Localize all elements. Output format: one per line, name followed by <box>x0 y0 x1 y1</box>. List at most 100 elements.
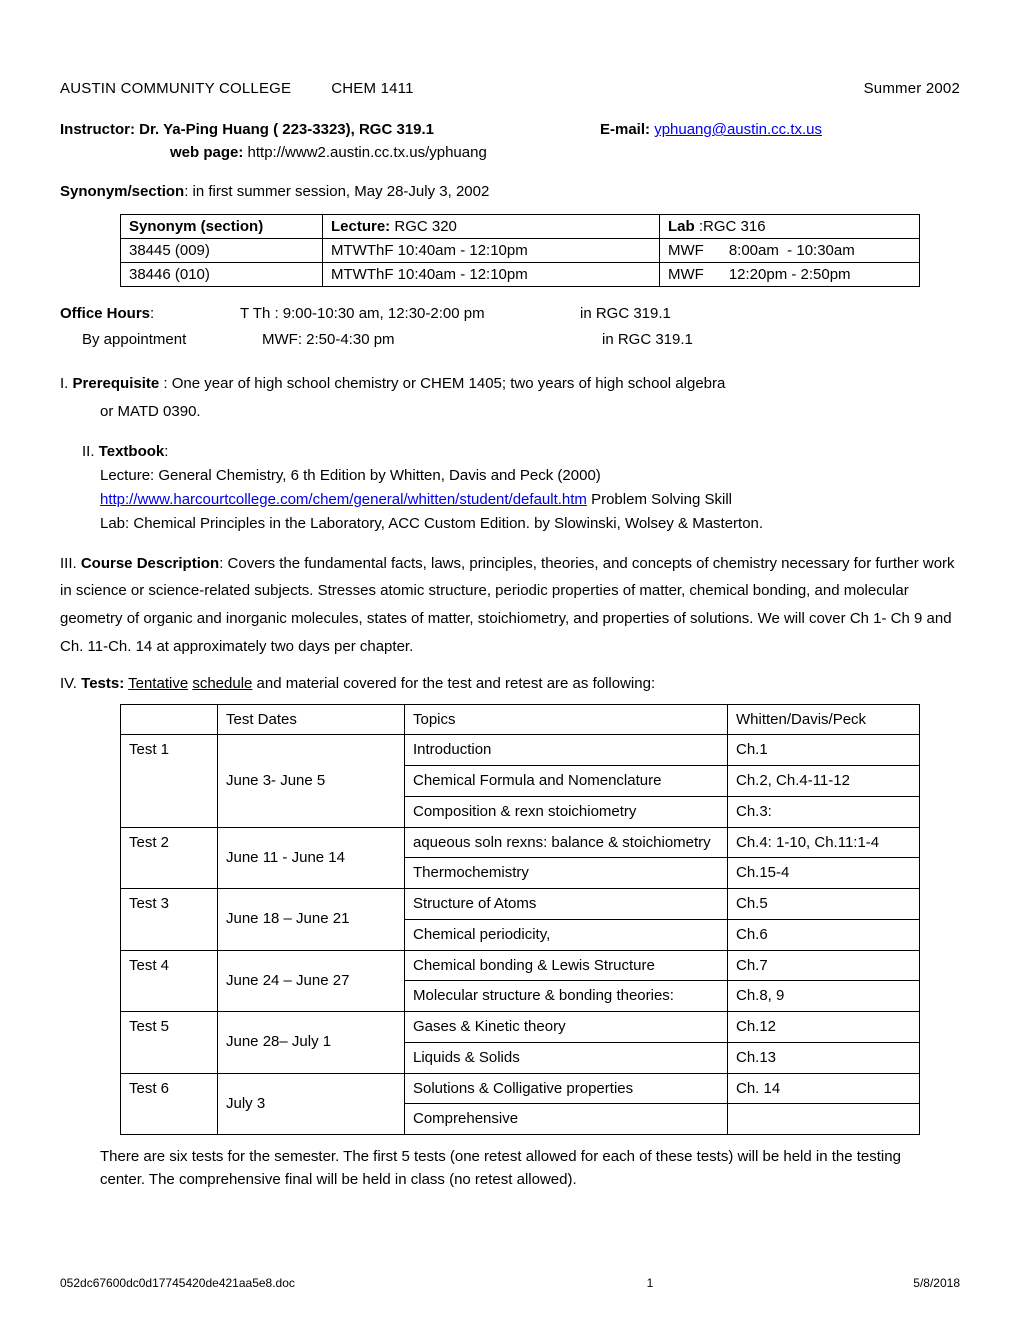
footer-filename: 052dc67600dc0d17745420de421aa5e8.doc <box>60 1276 647 1290</box>
test-topic-cell: Chemical periodicity, <box>405 919 728 950</box>
test-date-cell: June 18 – June 21 <box>218 889 405 951</box>
test-chapter-cell: Ch.2, Ch.4-11-12 <box>728 766 920 797</box>
tests-hdr-d: Whitten/Davis/Peck <box>728 704 920 735</box>
test-name-cell: Test 6 <box>121 1073 218 1135</box>
test-name-cell: Test 4 <box>121 950 218 1012</box>
course-description-section: III. Course Description: Covers the fund… <box>60 550 960 661</box>
sched-cell: MTWThF 10:40am - 12:10pm <box>323 239 660 263</box>
schedule-table: Synonym (section) Lecture: RGC 320 Lab :… <box>120 214 920 287</box>
prereq-text2: or MATD 0390. <box>60 398 960 426</box>
prereq-num: I. <box>60 375 73 392</box>
test-chapter-cell <box>728 1104 920 1135</box>
test-chapter-cell: Ch.13 <box>728 1042 920 1073</box>
test-topic-cell: Comprehensive <box>405 1104 728 1135</box>
sched-hdr-b-label: Lecture: <box>331 218 390 235</box>
synonym-label: Synonym/section <box>60 183 184 200</box>
college-name: AUSTIN COMMUNITY COLLEGE <box>60 80 331 97</box>
office-hours: Office Hours: T Th : 9:00-10:30 am, 12:3… <box>60 301 960 352</box>
tests-u1: Tentative <box>128 675 188 692</box>
coursedesc-num: III. <box>60 555 81 572</box>
instructor-line: Instructor: Dr. Ya-Ping Huang ( 223-3323… <box>60 121 960 138</box>
office-row1-b: T Th : 9:00-10:30 am, 12:30-2:00 pm <box>240 301 580 327</box>
test-chapter-cell: Ch.8, 9 <box>728 981 920 1012</box>
sched-cell: MTWThF 10:40am - 12:10pm <box>323 263 660 287</box>
test-chapter-cell: Ch. 14 <box>728 1073 920 1104</box>
tests-row: Test 5June 28– July 1Gases & Kinetic the… <box>121 1012 920 1043</box>
test-chapter-cell: Ch.1 <box>728 735 920 766</box>
tests-hdr-b: Test Dates <box>218 704 405 735</box>
tests-intro: IV. Tests: Tentative schedule and materi… <box>60 675 960 692</box>
test-topic-cell: Solutions & Colligative properties <box>405 1073 728 1104</box>
test-topic-cell: Chemical bonding & Lewis Structure <box>405 950 728 981</box>
schedule-header-row: Synonym (section) Lecture: RGC 320 Lab :… <box>121 215 920 239</box>
tests-row: Test 6July 3Solutions & Colligative prop… <box>121 1073 920 1104</box>
page: AUSTIN COMMUNITY COLLEGE CHEM 1411 Summe… <box>0 0 1020 1320</box>
tests-row: Test 4June 24 – June 27Chemical bonding … <box>121 950 920 981</box>
test-date-cell: June 28– July 1 <box>218 1012 405 1074</box>
office-label: Office Hours <box>60 305 150 322</box>
instructor-name: Dr. Ya-Ping Huang ( 223-3323), RGC 319.1 <box>139 121 434 138</box>
web-line: web page: http://www2.austin.cc.tx.us/yp… <box>170 144 960 161</box>
coursedesc-label: Course Description <box>81 555 219 572</box>
web-url: http://www2.austin.cc.tx.us/yphuang <box>248 144 487 161</box>
textbook-lab: Lab: Chemical Principles in the Laborato… <box>60 512 960 536</box>
test-topic-cell: Gases & Kinetic theory <box>405 1012 728 1043</box>
tests-header-row: Test Dates Topics Whitten/Davis/Peck <box>121 704 920 735</box>
footer-date: 5/8/2018 <box>913 1276 960 1290</box>
test-chapter-cell: Ch.6 <box>728 919 920 950</box>
footer-page: 1 <box>647 1276 914 1290</box>
test-date-cell: June 11 - June 14 <box>218 827 405 889</box>
header-line: AUSTIN COMMUNITY COLLEGE CHEM 1411 Summe… <box>60 80 960 97</box>
tests-paragraph: There are six tests for the semester. Th… <box>100 1145 950 1192</box>
tests-num: IV. <box>60 675 81 692</box>
schedule-row: 38446 (010) MTWThF 10:40am - 12:10pm MWF… <box>121 263 920 287</box>
prerequisite-section: I. Prerequisite : One year of high schoo… <box>60 370 960 426</box>
tests-row: Test 3June 18 – June 21Structure of Atom… <box>121 889 920 920</box>
web-label: web page: <box>170 144 248 161</box>
test-date-cell: June 24 – June 27 <box>218 950 405 1012</box>
test-chapter-cell: Ch.4: 1-10, Ch.11:1-4 <box>728 827 920 858</box>
test-chapter-cell: Ch.12 <box>728 1012 920 1043</box>
sched-cell: 38446 (010) <box>121 263 323 287</box>
test-topic-cell: Chemical Formula and Nomenclature <box>405 766 728 797</box>
textbook-colon: : <box>164 443 168 460</box>
tests-label: Tests: <box>81 675 124 692</box>
test-date-cell: June 3- June 5 <box>218 735 405 827</box>
sched-hdr-c-val: :RGC 316 <box>699 218 766 235</box>
test-chapter-cell: Ch.7 <box>728 950 920 981</box>
synonym-text: : in first summer session, May 28-July 3… <box>184 183 489 200</box>
office-row2-b: MWF: 2:50-4:30 pm <box>262 327 602 353</box>
term: Summer 2002 <box>864 80 960 97</box>
tests-table: Test Dates Topics Whitten/Davis/Peck Tes… <box>120 704 920 1136</box>
test-topic-cell: Molecular structure & bonding theories: <box>405 981 728 1012</box>
test-chapter-cell: Ch.15-4 <box>728 858 920 889</box>
tests-rest: and material covered for the test and re… <box>252 675 655 692</box>
textbook-lecture: Lecture: General Chemistry, 6 th Edition… <box>60 464 960 488</box>
test-topic-cell: Thermochemistry <box>405 858 728 889</box>
test-chapter-cell: Ch.5 <box>728 889 920 920</box>
test-name-cell: Test 3 <box>121 889 218 951</box>
tests-u2: schedule <box>192 675 252 692</box>
test-topic-cell: Structure of Atoms <box>405 889 728 920</box>
sched-hdr-c-label: Lab <box>668 218 699 235</box>
test-name-cell: Test 5 <box>121 1012 218 1074</box>
prereq-text1: : One year of high school chemistry or C… <box>159 375 725 392</box>
sched-cell: MWF 8:00am - 10:30am <box>660 239 920 263</box>
test-name-cell: Test 2 <box>121 827 218 889</box>
email-link[interactable]: yphuang@austin.cc.tx.us <box>654 121 822 138</box>
test-topic-cell: Composition & rexn stoichiometry <box>405 796 728 827</box>
test-name-cell: Test 1 <box>121 735 218 827</box>
office-row2-a: By appointment <box>60 327 262 353</box>
sched-hdr-a: Synonym (section) <box>129 218 263 235</box>
footer: 052dc67600dc0d17745420de421aa5e8.doc 1 5… <box>60 1276 960 1290</box>
office-row2-c: in RGC 319.1 <box>602 327 693 353</box>
email-label: E-mail: <box>600 121 654 138</box>
test-chapter-cell: Ch.3: <box>728 796 920 827</box>
test-topic-cell: aqueous soln rexns: balance & stoichiome… <box>405 827 728 858</box>
instructor-label: Instructor: <box>60 121 139 138</box>
textbook-section: II. Textbook: Lecture: General Chemistry… <box>60 440 960 536</box>
test-date-cell: July 3 <box>218 1073 405 1135</box>
prereq-label: Prerequisite <box>73 375 160 392</box>
textbook-link[interactable]: http://www.harcourtcollege.com/chem/gene… <box>100 491 587 508</box>
schedule-row: 38445 (009) MTWThF 10:40am - 12:10pm MWF… <box>121 239 920 263</box>
